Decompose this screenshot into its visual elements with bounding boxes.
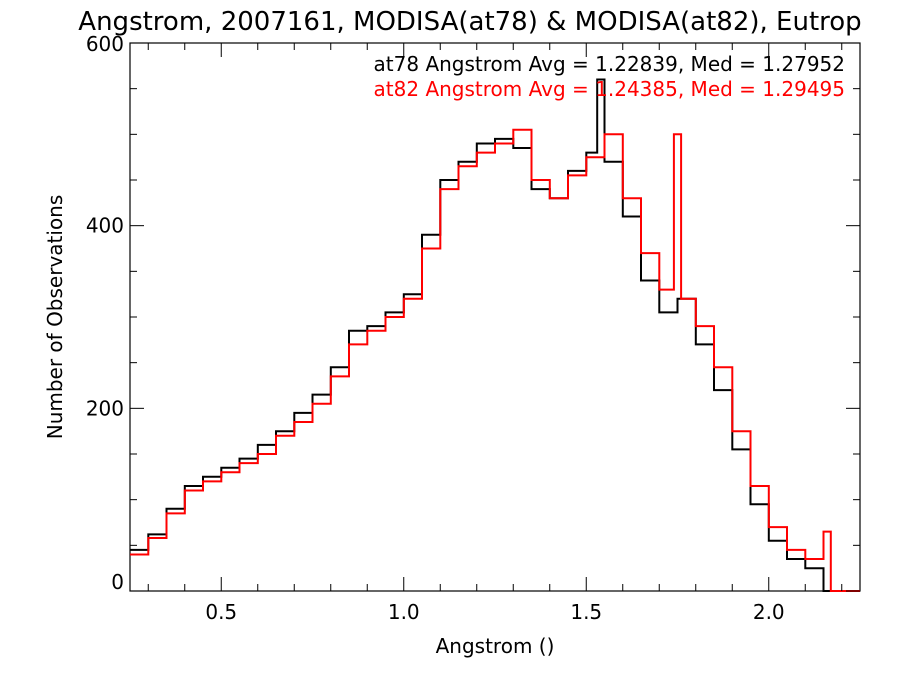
y-tick-label: 400: [86, 214, 124, 238]
x-axis-label: Angstrom (): [436, 634, 555, 658]
x-tick-label: 0.5: [205, 600, 237, 624]
annotation-at82-stats: at82 Angstrom Avg = 1.24385, Med = 1.294…: [374, 77, 845, 101]
y-axis-label: Number of Observations: [43, 195, 67, 440]
plot-frame: [129, 42, 861, 592]
y-tick-label: 600: [86, 32, 124, 56]
x-tick-label: 2.0: [753, 600, 785, 624]
axes-layer: 0.5 1.0 1.5 2.0 0 200 400 600: [86, 32, 860, 624]
chart-title: Angstrom, 2007161, MODISA(at78) & MODISA…: [78, 7, 861, 37]
y-tick-label: 200: [86, 396, 124, 420]
series-line-1: [130, 128, 860, 592]
y-tick-label: 0: [111, 570, 124, 594]
series-layer: [130, 78, 860, 592]
x-tick-label: 1.0: [388, 600, 420, 624]
x-tick-label: 1.5: [570, 600, 602, 624]
annotation-at78-stats: at78 Angstrom Avg = 1.22839, Med = 1.279…: [374, 52, 845, 76]
series-line-0: [130, 78, 860, 592]
